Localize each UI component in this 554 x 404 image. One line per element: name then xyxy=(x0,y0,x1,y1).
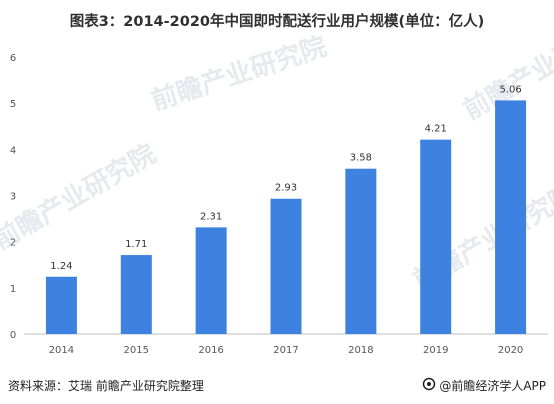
bars xyxy=(45,100,527,334)
y-tick-label: 4 xyxy=(10,145,16,156)
source-note: 资料来源：艾瑞 前瞻产业研究院整理 xyxy=(8,379,204,393)
data-label-2014: 1.24 xyxy=(50,261,72,272)
watermark-text: 前瞻产业研究院 xyxy=(148,31,331,117)
x-axis: 2014 2015 2016 2017 2018 2019 2020 xyxy=(49,345,524,356)
x-tick-label-2018: 2018 xyxy=(348,345,373,356)
y-tick-label: 0 xyxy=(10,330,16,341)
x-tick-label-2014: 2014 xyxy=(49,345,74,356)
data-label-2020: 5.06 xyxy=(499,84,521,95)
data-label-2019: 4.21 xyxy=(425,124,447,135)
y-tick-label: 1 xyxy=(10,284,16,295)
x-tick-label-2020: 2020 xyxy=(498,345,523,356)
y-tick-label: 2 xyxy=(10,238,16,249)
x-tick-label-2019: 2019 xyxy=(423,345,448,356)
bar-2020 xyxy=(495,100,527,334)
footer-brand-text: @前瞻经济学人APP xyxy=(439,379,546,393)
chart-title: 图表3：2014-2020年中国即时配送行业用户规模(单位：亿人) xyxy=(69,14,485,30)
footer-brand: @前瞻经济学人APP xyxy=(422,377,546,394)
data-label-2015: 1.71 xyxy=(125,239,147,250)
y-axis: 0 1 2 3 4 5 6 xyxy=(10,53,16,341)
bar-2015 xyxy=(120,255,152,334)
y-tick-label: 5 xyxy=(10,99,16,110)
y-tick-label: 6 xyxy=(10,53,16,64)
x-tick-label-2016: 2016 xyxy=(198,345,223,356)
bar-2014 xyxy=(45,276,77,334)
data-label-2017: 2.93 xyxy=(275,183,297,194)
data-label-2016: 2.31 xyxy=(200,211,222,222)
bar-2017 xyxy=(270,198,302,334)
x-tick-label-2017: 2017 xyxy=(273,345,298,356)
y-tick-label: 3 xyxy=(10,192,16,203)
bar-2019 xyxy=(420,139,452,334)
x-tick-label-2015: 2015 xyxy=(124,345,149,356)
data-label-2018: 3.58 xyxy=(350,153,372,164)
brand-logo-icon xyxy=(422,377,436,394)
bar-2016 xyxy=(195,227,227,334)
bar-2018 xyxy=(345,168,377,334)
data-labels: 1.24 1.71 2.31 2.93 3.58 4.21 5.06 xyxy=(50,84,521,271)
